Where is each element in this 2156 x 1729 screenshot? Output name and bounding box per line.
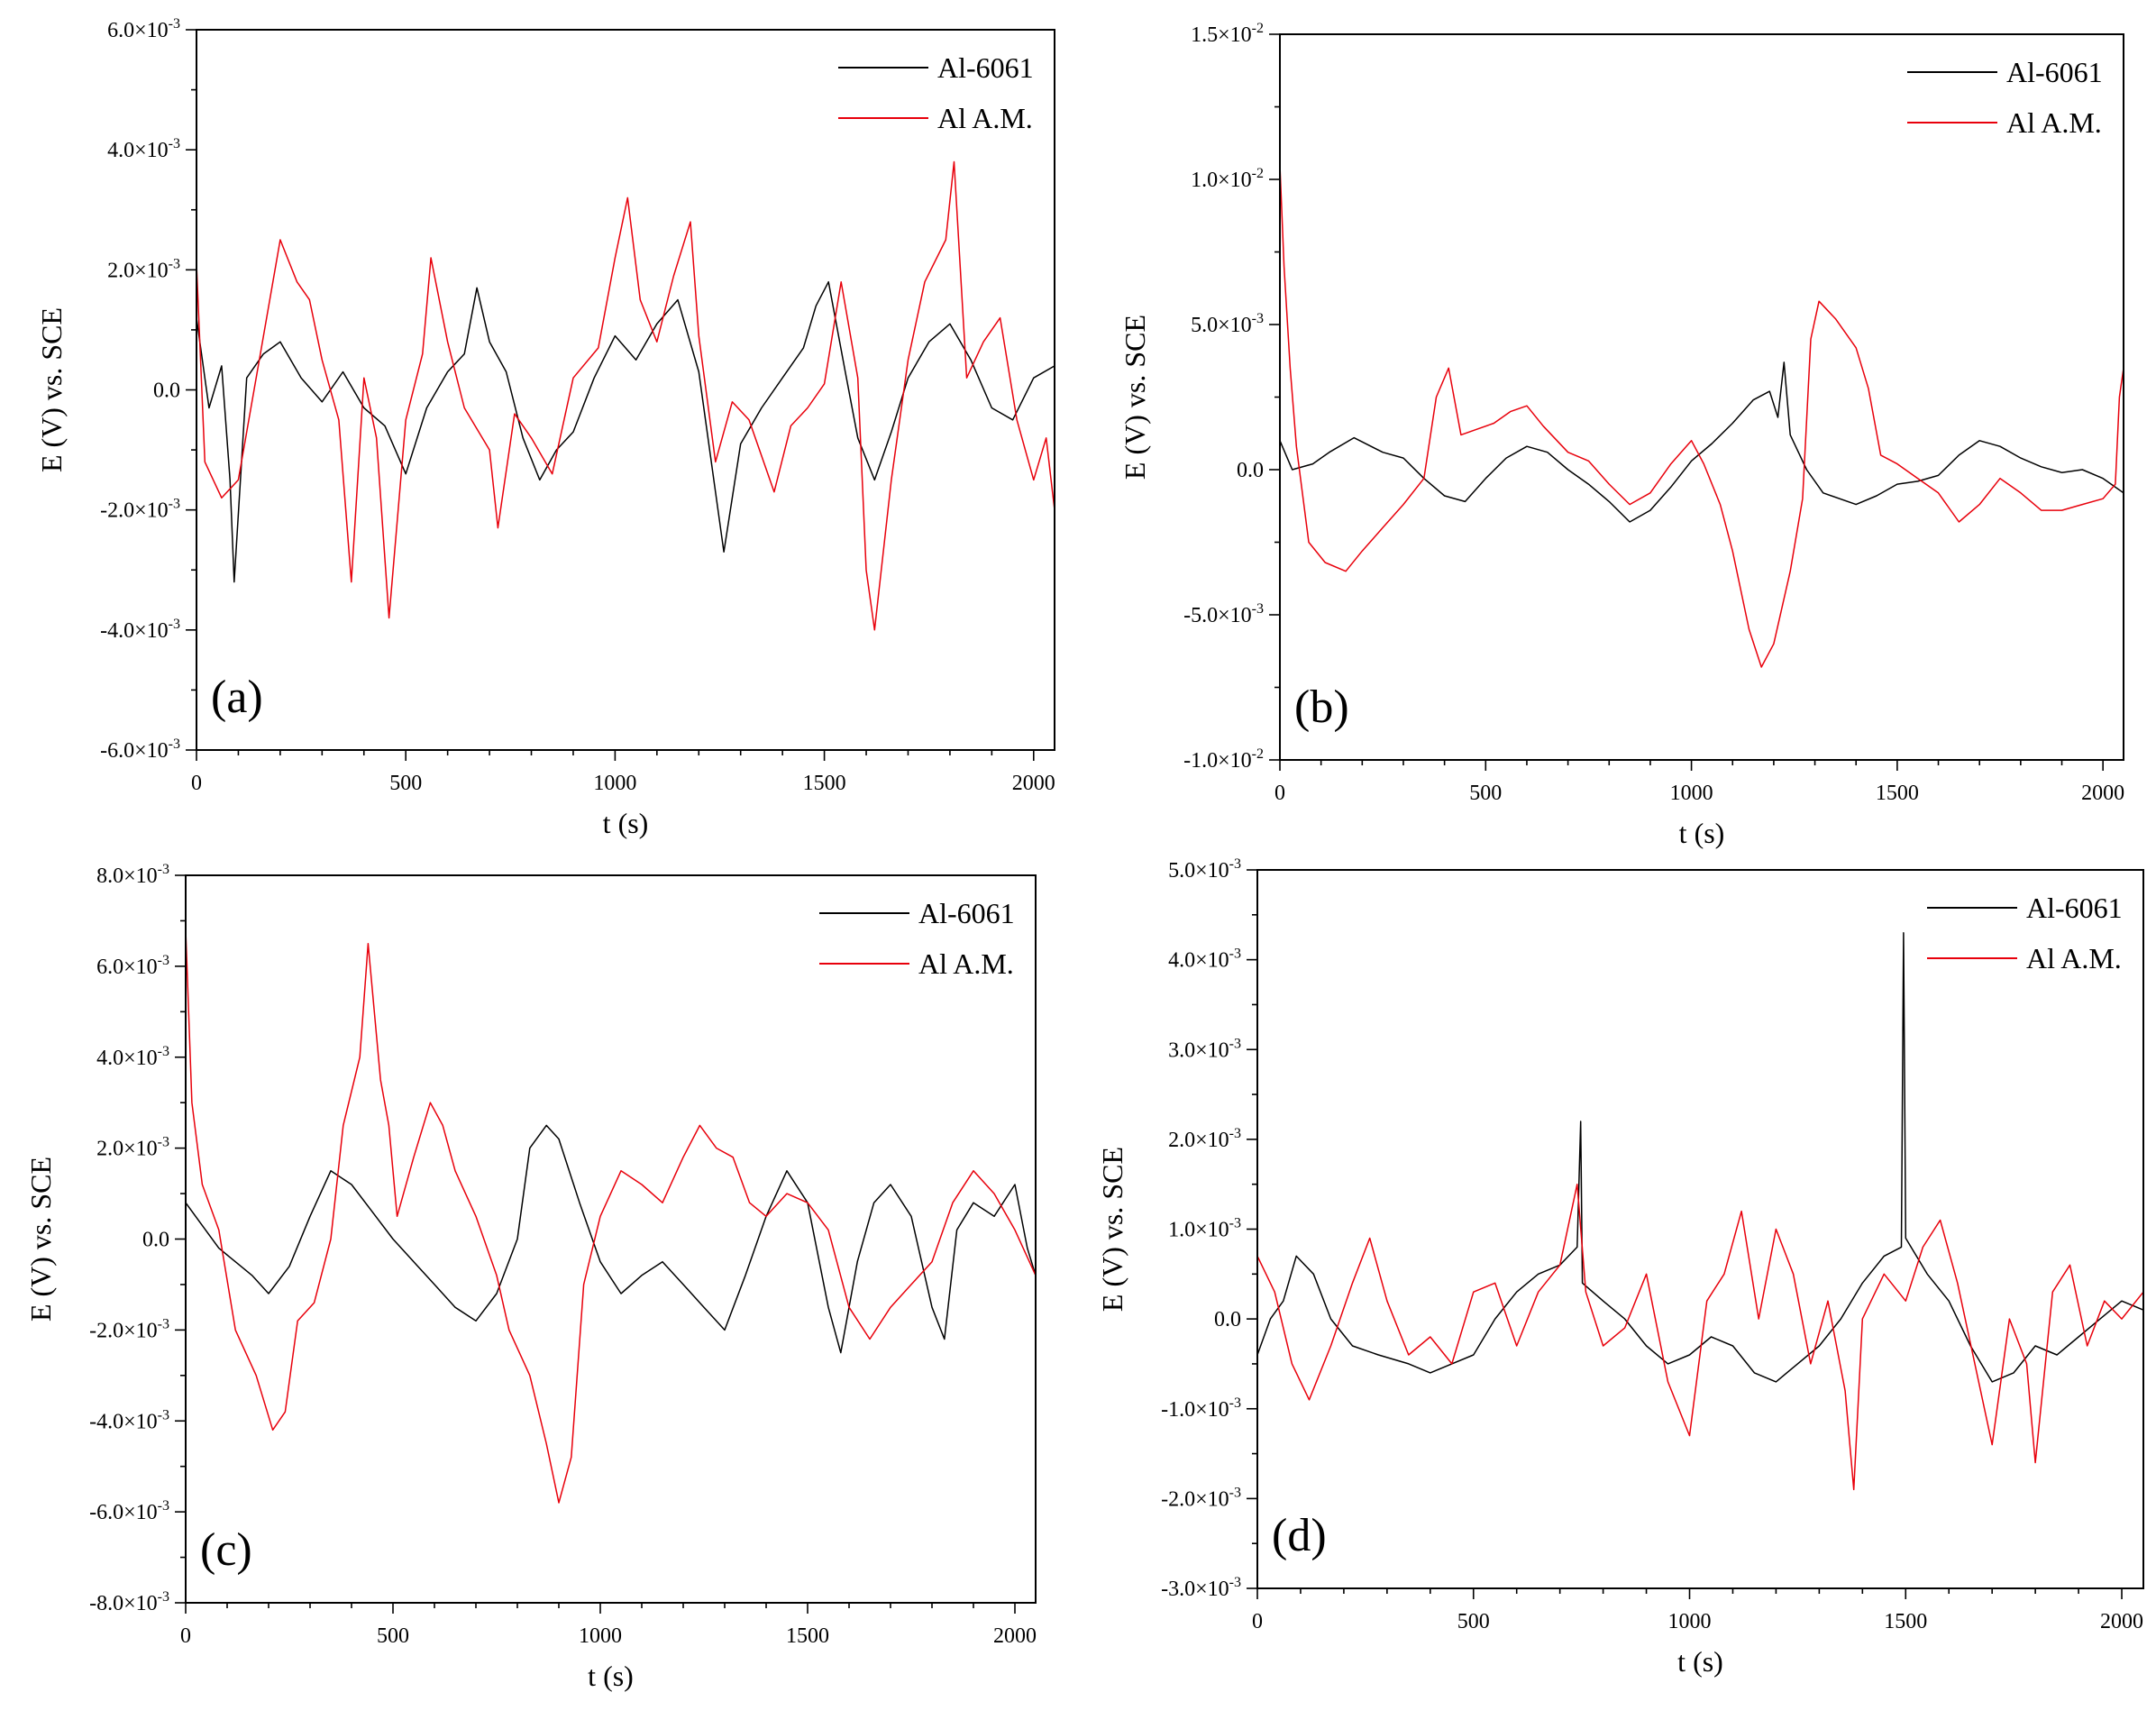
y-tick-label: 4.0×10-3 (96, 1044, 169, 1070)
x-axis-title: t (s) (603, 807, 649, 839)
legend-label: Al-6061 (937, 51, 1034, 84)
panel-c: 0 500 1000 1500 2000 8.0×10-3 6.0×10-3 4.0×10-3… (24, 862, 1037, 1692)
x-axis-title: t (s) (588, 1660, 634, 1692)
y-tick-label: 2.0×10-3 (96, 1135, 169, 1161)
y-tick-label: 0.0 (142, 1229, 169, 1252)
x-tick-label: 1000 (593, 772, 636, 795)
legend-label: Al-6061 (2026, 892, 2123, 924)
legend-label: Al A.M. (918, 947, 1014, 980)
y-tick-label: 5.0×10-3 (1168, 856, 1241, 883)
y-tick-label: 0.0 (1237, 459, 1264, 482)
x-tick-label: 2000 (993, 1624, 1037, 1648)
x-tick-label: 2000 (2100, 1610, 2143, 1633)
panel-label: (a) (211, 672, 263, 723)
legend-label: Al A.M. (937, 102, 1033, 134)
series-line-al-6061 (1257, 931, 2143, 1383)
x-axis-title: t (s) (1677, 1645, 1723, 1678)
series-line-al-am (1257, 1183, 2143, 1491)
y-tick-label: 2.0×10-3 (107, 256, 180, 282)
x-tick-label: 1000 (579, 1624, 622, 1648)
x-tick-label: 0 (191, 772, 202, 795)
y-tick-label: 5.0×10-3 (1191, 311, 1264, 337)
series-line-al-6061 (186, 1124, 1036, 1354)
legend-label: Al-6061 (918, 897, 1015, 929)
x-tick-label: 1000 (1670, 782, 1713, 805)
x-tick-label: 0 (1252, 1610, 1263, 1633)
x-tick-label: 0 (180, 1624, 191, 1648)
legend-label: Al A.M. (2006, 106, 2102, 139)
y-tick-label: -5.0×10-3 (1183, 601, 1264, 627)
y-tick-label: 6.0×10-3 (107, 16, 180, 42)
y-tick-label: 1.0×10-2 (1191, 166, 1264, 192)
plot-frame (185, 874, 1037, 1604)
y-axis-title: E (V) vs. SCE (1119, 315, 1151, 480)
x-tick-label: 500 (377, 1624, 409, 1648)
legend-label: Al-6061 (2006, 56, 2103, 88)
y-tick-label: -8.0×10-3 (89, 1589, 169, 1615)
y-tick-label: 3.0×10-3 (1168, 1036, 1241, 1062)
x-tick-label: 0 (1274, 782, 1285, 805)
x-axis-title: t (s) (1679, 817, 1725, 849)
series-line-al-6061 (196, 280, 1055, 583)
y-tick-label: -4.0×10-3 (100, 617, 180, 643)
y-axis-title: E (V) vs. SCE (24, 1157, 57, 1322)
x-tick-label: 500 (1469, 782, 1502, 805)
y-tick-label: -1.0×10-3 (1161, 1395, 1241, 1422)
series-line-al-am (186, 929, 1036, 1504)
legend-label: Al A.M. (2026, 942, 2122, 974)
y-tick-label: 1.0×10-3 (1168, 1216, 1241, 1242)
y-tick-label: 0.0 (153, 380, 180, 403)
panel-a: 0 500 1000 1500 2000 6.0×10-3 4.0×10-3 2.0×10-3… (35, 16, 1055, 839)
series-line-al-am (196, 160, 1055, 631)
y-tick-label: 2.0×10-3 (1168, 1126, 1241, 1152)
x-tick-label: 1000 (1668, 1610, 1712, 1633)
y-tick-label: 0.0 (1214, 1308, 1241, 1331)
y-tick-label: -6.0×10-3 (100, 736, 180, 763)
panel-b: 0 500 1000 1500 2000 1.5×10-2 1.0×10-2 5.0×10-3… (1119, 21, 2124, 849)
x-tick-label: 1500 (803, 772, 846, 795)
x-tick-label: 2000 (2081, 782, 2124, 805)
panel-label: (b) (1294, 682, 1349, 733)
y-tick-label: -2.0×10-3 (100, 497, 180, 523)
y-tick-label: -3.0×10-3 (1161, 1575, 1241, 1601)
x-tick-label: 1500 (786, 1624, 829, 1648)
y-tick-label: 8.0×10-3 (96, 862, 169, 888)
plot-frame (1279, 33, 2124, 761)
series-line-al-6061 (1280, 361, 2124, 523)
y-tick-label: -6.0×10-3 (89, 1498, 169, 1524)
y-tick-label: 4.0×10-3 (1168, 947, 1241, 973)
x-tick-label: 2000 (1012, 772, 1055, 795)
x-tick-label: 500 (1457, 1610, 1490, 1633)
plot-frame (196, 29, 1055, 751)
series-line-al-am (1280, 164, 2124, 668)
x-tick-label: 1500 (1876, 782, 1919, 805)
x-tick-label: 1500 (1884, 1610, 1927, 1633)
panel-d: 0 500 1000 1500 2000 5.0×10-3 4.0×10-3 3.0×10-3… (1096, 856, 2144, 1678)
y-tick-label: 6.0×10-3 (96, 953, 169, 979)
y-tick-label: -4.0×10-3 (89, 1407, 169, 1433)
plot-frame (1256, 869, 2144, 1589)
y-tick-label: -1.0×10-2 (1183, 746, 1264, 773)
panel-label: (c) (200, 1524, 252, 1576)
y-tick-label: 4.0×10-3 (107, 136, 180, 162)
y-axis-title: E (V) vs. SCE (1096, 1147, 1128, 1312)
y-axis-title: E (V) vs. SCE (35, 307, 68, 472)
panel-label: (d) (1272, 1510, 1327, 1561)
y-tick-label: -2.0×10-3 (1161, 1485, 1241, 1511)
x-tick-label: 500 (389, 772, 422, 795)
y-tick-label: -2.0×10-3 (89, 1316, 169, 1342)
y-tick-label: 1.5×10-2 (1191, 21, 1264, 47)
